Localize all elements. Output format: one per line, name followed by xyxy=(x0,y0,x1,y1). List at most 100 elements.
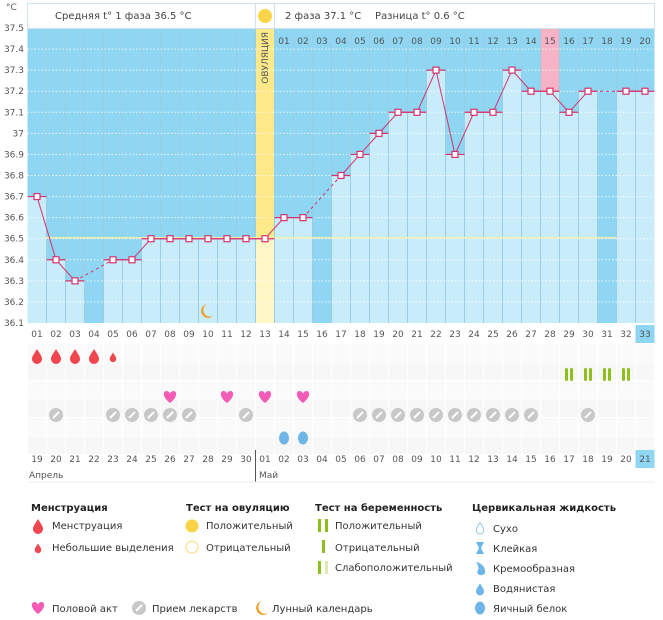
grid-cell xyxy=(332,399,350,417)
grid-cell xyxy=(617,344,635,362)
grid-cell xyxy=(47,362,65,380)
temperature-point xyxy=(261,235,269,243)
cycle-day-label: 12 xyxy=(240,330,251,340)
cycle-day-label: 20 xyxy=(392,330,404,340)
grid-cell xyxy=(389,344,407,362)
grid-cell xyxy=(275,381,293,399)
egg-white-icon xyxy=(475,601,485,615)
pill-stripe xyxy=(242,411,250,419)
sun-icon xyxy=(258,9,272,23)
grid-cell xyxy=(541,344,559,362)
cycle-day-label: 16 xyxy=(316,330,328,340)
grid-cell xyxy=(617,418,635,436)
grid-cell xyxy=(408,344,426,362)
grid-cell xyxy=(427,362,445,380)
legend-item: Яичный белок xyxy=(493,604,567,615)
cycle-day-label: 33 xyxy=(639,330,650,340)
temperature-bar xyxy=(635,91,655,323)
grid-cell xyxy=(484,436,502,454)
grid-cell xyxy=(199,381,217,399)
grid-cell xyxy=(180,362,198,380)
calendar-date: 21 xyxy=(69,455,80,465)
grid-cell xyxy=(408,436,426,454)
grid-cell xyxy=(427,381,445,399)
current-date-highlight xyxy=(635,450,655,468)
calendar-date: 28 xyxy=(202,455,214,465)
calendar-date: 26 xyxy=(164,455,176,465)
grid-cell xyxy=(465,362,483,380)
legend-item: Кремообразная xyxy=(493,564,575,575)
temperature-point xyxy=(52,256,60,264)
temperature-bar xyxy=(122,259,142,323)
cycle-day-label: 15 xyxy=(297,330,308,340)
calendar-date: 24 xyxy=(126,455,138,465)
pregnancy-test-icon xyxy=(608,368,611,381)
grid-cell xyxy=(522,344,540,362)
cycle-day-label: 11 xyxy=(221,330,232,340)
dry-icon xyxy=(475,522,485,535)
pill-stripe xyxy=(432,411,440,419)
grid-cell xyxy=(313,381,331,399)
cycle-day-label: 21 xyxy=(411,330,422,340)
grid-cell xyxy=(541,436,559,454)
phase2-average: 2 фаза 37.1 °C xyxy=(285,11,361,22)
grid-cell xyxy=(408,381,426,399)
grid-cell xyxy=(237,362,255,380)
grid-cell xyxy=(66,362,84,380)
y-tick-label: 37 xyxy=(13,129,24,139)
grid-cell xyxy=(541,362,559,380)
cycle-day-label: 08 xyxy=(164,330,176,340)
grid-cell xyxy=(294,344,312,362)
cycle-day-label: 32 xyxy=(620,330,631,340)
grid-cell xyxy=(218,418,236,436)
line-segment xyxy=(416,69,437,113)
ovulation-label: ОВУЛЯЦИЯ xyxy=(261,32,271,84)
phase2-day-label: 17 xyxy=(582,37,593,47)
grid-cell xyxy=(28,381,46,399)
calendar-date: 03 xyxy=(297,455,308,465)
y-unit: °C xyxy=(6,3,17,13)
grid-cell xyxy=(465,418,483,436)
legend-item: Прием лекарств xyxy=(152,604,238,615)
cycle-day-label: 26 xyxy=(506,330,518,340)
legend: Менструация Менструация Небольшие выделе… xyxy=(31,502,616,615)
y-tick-label: 37.2 xyxy=(4,87,24,97)
calendar-date: 14 xyxy=(506,455,518,465)
temperature-point xyxy=(584,87,592,95)
grid-cell xyxy=(199,436,217,454)
current-day-highlight xyxy=(635,325,655,343)
y-tick-label: 37.5 xyxy=(4,24,24,34)
legend-item: Лунный календарь xyxy=(272,604,373,615)
grid-cell xyxy=(446,418,464,436)
grid-cell xyxy=(313,399,331,417)
temperature-bar xyxy=(46,259,66,323)
cycle-day-label: 05 xyxy=(107,330,118,340)
grid-cell xyxy=(123,436,141,454)
phase2-day-label: 10 xyxy=(449,37,461,47)
grid-cell xyxy=(294,362,312,380)
grid-cell xyxy=(617,362,635,380)
cycle-day-label: 07 xyxy=(145,330,156,340)
grid-cell xyxy=(560,399,578,417)
grid-cell xyxy=(256,436,274,454)
phase2-day-label: 08 xyxy=(411,37,423,47)
grid-cell xyxy=(351,418,369,436)
phase2-day-label: 04 xyxy=(335,37,347,47)
cycle-day-label: 24 xyxy=(468,330,480,340)
calendar-date: 18 xyxy=(582,455,594,465)
temperature-point xyxy=(394,108,402,116)
grid-cell xyxy=(275,362,293,380)
grid-cell xyxy=(636,344,654,362)
grid-cell xyxy=(104,362,122,380)
grid-cell xyxy=(180,381,198,399)
grid-cell xyxy=(332,436,350,454)
phase2-day-label: 09 xyxy=(430,37,442,47)
grid-cell xyxy=(66,436,84,454)
grid-cell xyxy=(237,344,255,362)
temperature-point xyxy=(280,214,288,222)
temperature-point xyxy=(489,108,497,116)
grid-cell xyxy=(294,436,312,454)
cycle-day-label: 29 xyxy=(563,330,575,340)
temperature-point xyxy=(71,277,79,285)
y-tick-label: 37.3 xyxy=(4,66,24,76)
